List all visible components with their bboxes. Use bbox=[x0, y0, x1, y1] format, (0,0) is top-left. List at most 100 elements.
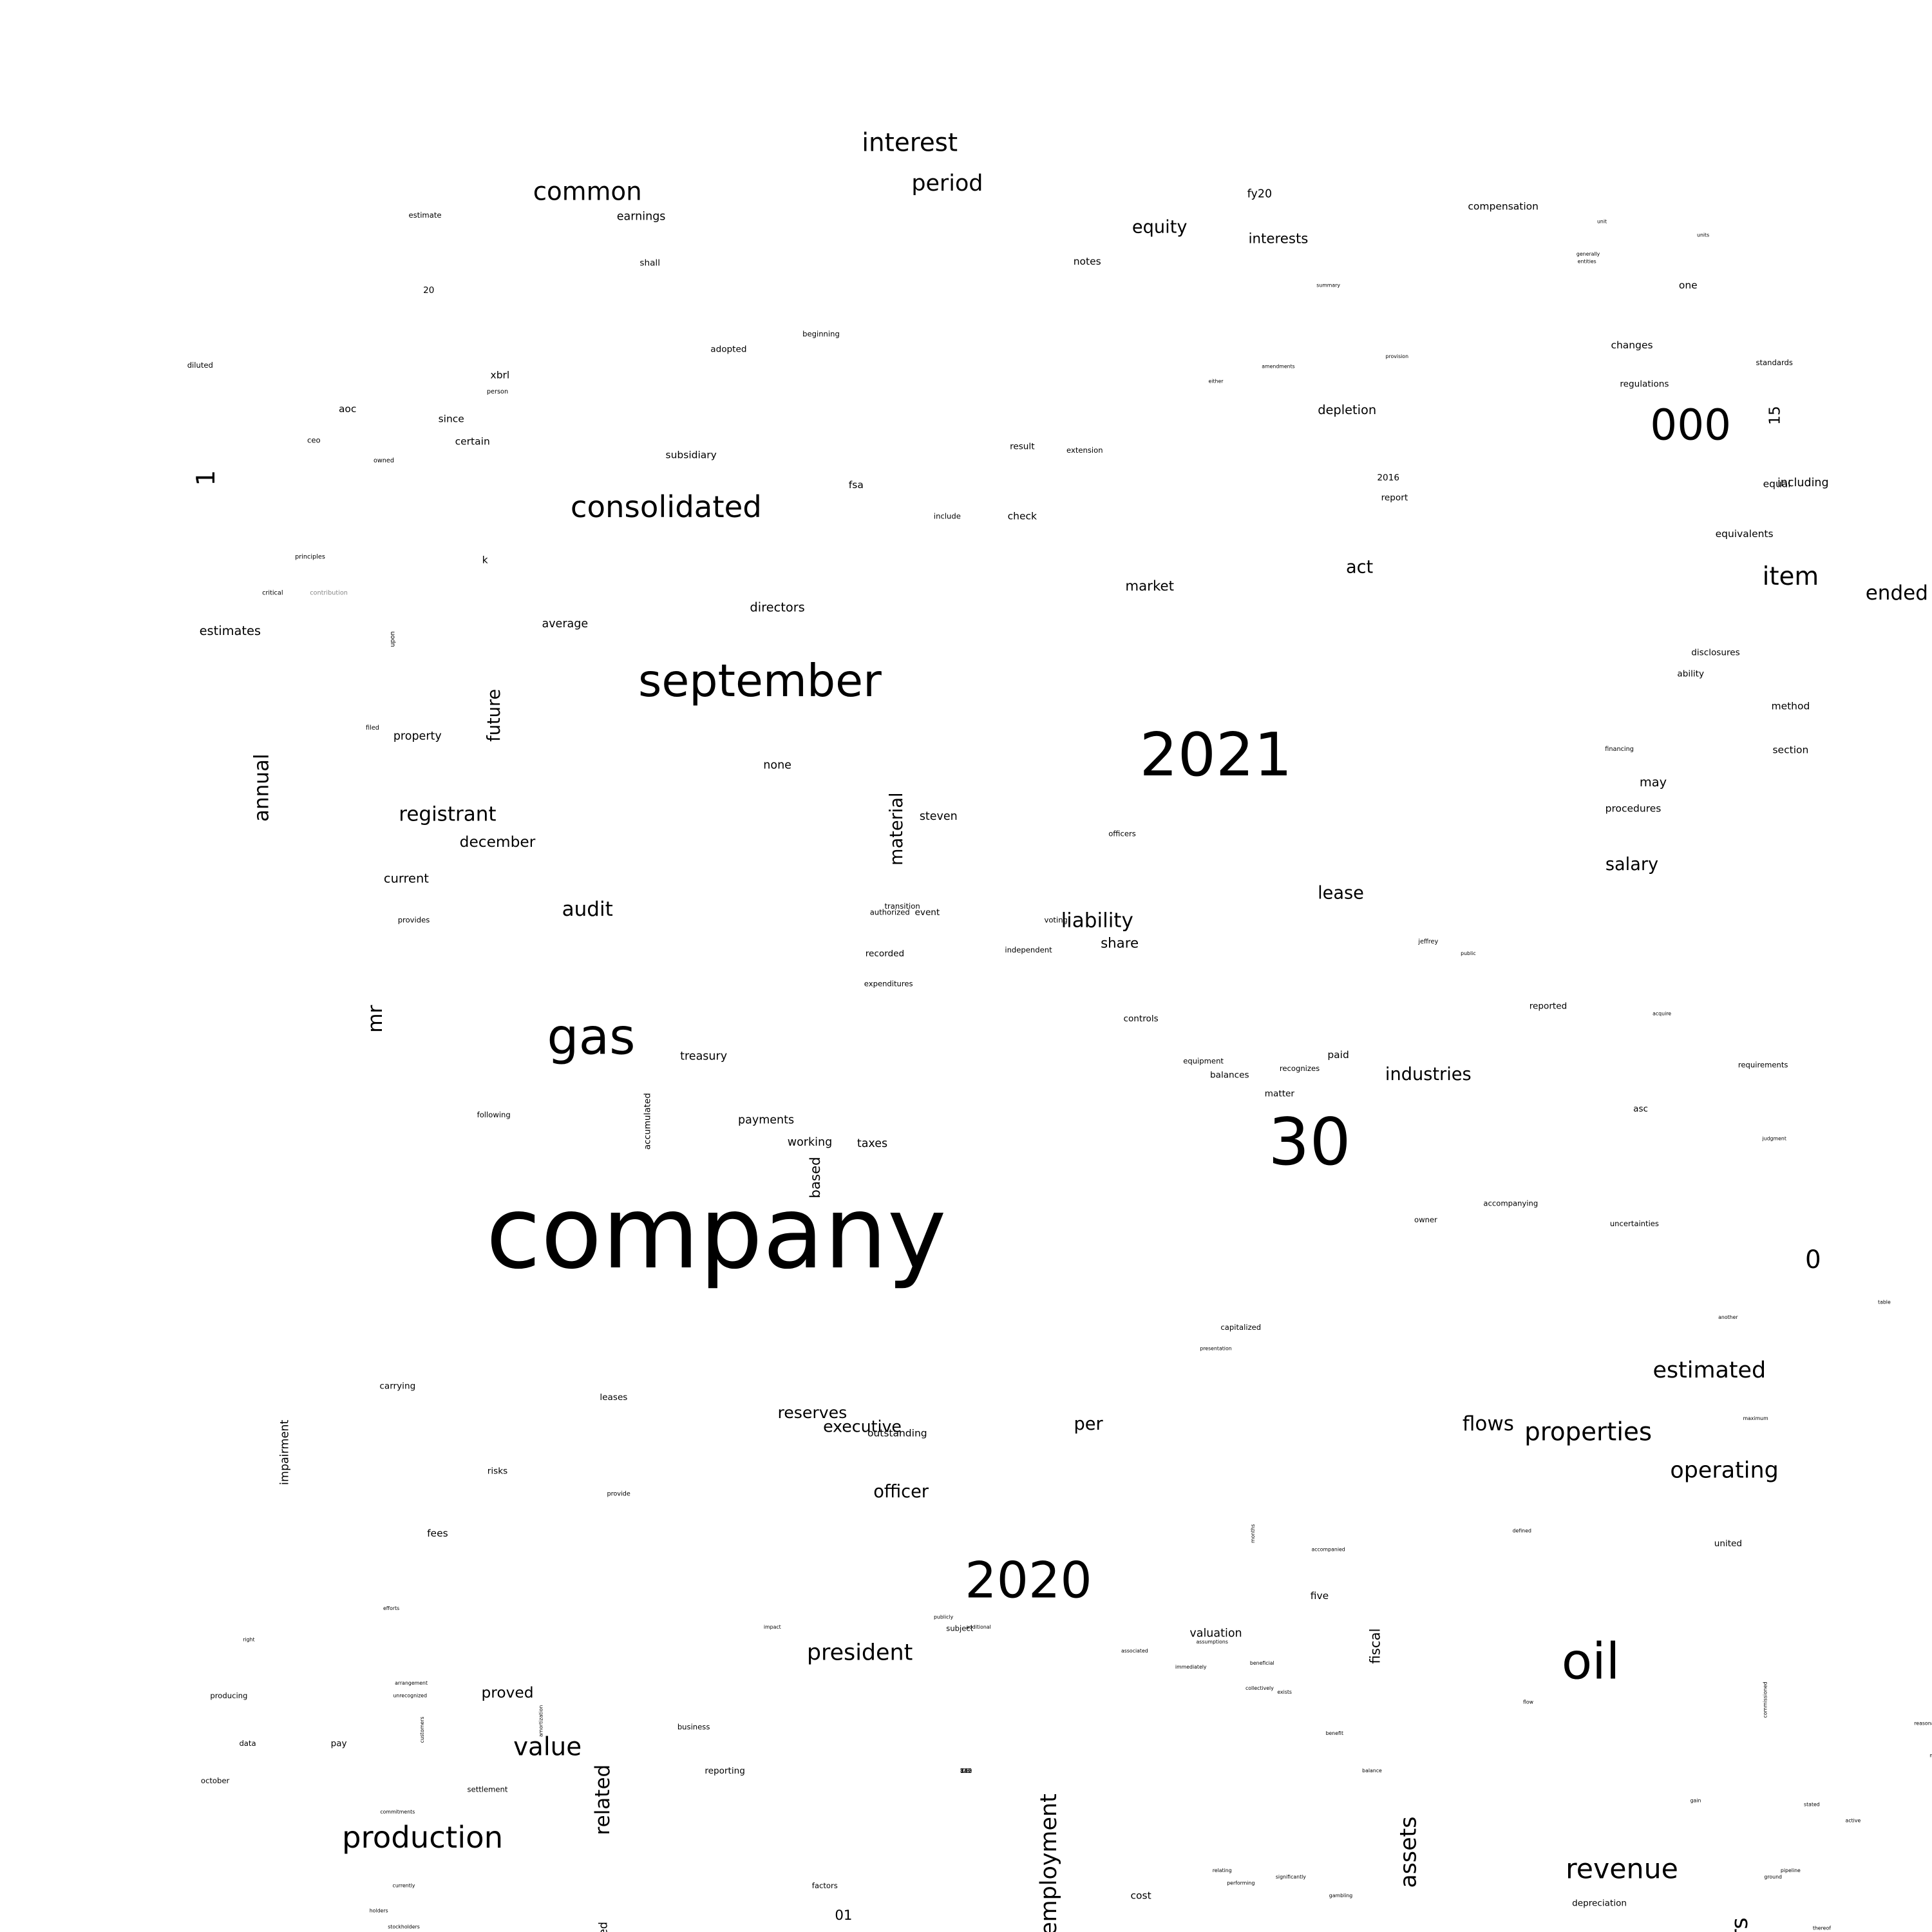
word-leases: leases bbox=[600, 1392, 627, 1403]
word-one: one bbox=[1679, 279, 1698, 291]
word-efforts: efforts bbox=[383, 1605, 399, 1611]
word-accumulated: accumulated bbox=[642, 1093, 652, 1150]
word-operating: operating bbox=[1670, 1457, 1778, 1483]
word-related: related bbox=[591, 1765, 614, 1835]
word-cost: cost bbox=[1131, 1890, 1151, 1902]
word-provision: provision bbox=[1386, 354, 1409, 359]
word-based: based bbox=[808, 1157, 824, 1198]
word-december: december bbox=[460, 833, 536, 851]
word-authorized: authorized bbox=[870, 908, 910, 917]
word-2020: 2020 bbox=[965, 1551, 1092, 1609]
word-additional: additional bbox=[966, 1624, 991, 1630]
word-current: current bbox=[384, 871, 429, 886]
word-earnings: earnings bbox=[617, 211, 666, 223]
word-notes: notes bbox=[1074, 256, 1101, 267]
word-revenue: revenue bbox=[1566, 1853, 1678, 1886]
word-1: 1 bbox=[192, 470, 221, 486]
word-proved: proved bbox=[481, 1684, 533, 1701]
word-units: units bbox=[1697, 232, 1709, 238]
word-subject: subject bbox=[946, 1624, 973, 1633]
word-20: 20 bbox=[423, 285, 434, 296]
word-estimated: estimated bbox=[1653, 1358, 1766, 1383]
word-beginning: beginning bbox=[802, 330, 840, 339]
word-regulations: regulations bbox=[1620, 379, 1669, 390]
word-settlement: settlement bbox=[468, 1785, 508, 1794]
word-period: period bbox=[911, 171, 983, 196]
word-fsa: fsa bbox=[849, 479, 864, 491]
word-amendments: amendments bbox=[1262, 363, 1295, 369]
word-production: production bbox=[342, 1820, 503, 1855]
word-taxes: taxes bbox=[857, 1137, 887, 1150]
word-market: market bbox=[1125, 578, 1174, 594]
word-assumptions: assumptions bbox=[1197, 1639, 1228, 1645]
word-pay: pay bbox=[331, 1738, 347, 1748]
word-01: 01 bbox=[835, 1908, 852, 1924]
word-material: material bbox=[887, 792, 907, 865]
word-cloud-words: company202130financialoilcashgas2020sept… bbox=[187, 129, 1932, 1932]
word-person: person bbox=[487, 388, 508, 395]
word-recorded: recorded bbox=[866, 949, 904, 959]
word-reporting: reporting bbox=[705, 1766, 745, 1776]
word-registrant: registrant bbox=[399, 802, 496, 826]
word-upon: upon bbox=[390, 631, 397, 647]
word-critical: critical bbox=[262, 590, 283, 597]
word-report: report bbox=[1381, 493, 1408, 503]
word-30: 30 bbox=[1268, 1104, 1350, 1180]
word-impairment: impairment bbox=[279, 1420, 292, 1485]
word-company: company bbox=[486, 1175, 946, 1291]
word-customers: customers bbox=[419, 1717, 425, 1743]
word-significantly: significantly bbox=[1276, 1874, 1306, 1880]
word-working: working bbox=[788, 1136, 832, 1149]
word-gambling: gambling bbox=[1329, 1893, 1353, 1899]
word-share: share bbox=[1101, 936, 1139, 952]
word-financing: financing bbox=[1605, 746, 1634, 753]
word-fees: fees bbox=[427, 1528, 448, 1539]
word-estimates: estimates bbox=[200, 623, 261, 638]
word-extension: extension bbox=[1066, 446, 1103, 455]
word-steven: steven bbox=[920, 810, 958, 823]
word-amortization: amortization bbox=[538, 1705, 544, 1737]
word-filed: filed bbox=[366, 724, 379, 732]
word-accompanying: accompanying bbox=[1483, 1199, 1538, 1208]
word-associated: associated bbox=[1121, 1648, 1148, 1654]
word-salary: salary bbox=[1605, 855, 1658, 875]
word-principles: principles bbox=[295, 553, 325, 560]
word-capitalized: capitalized bbox=[1220, 1323, 1261, 1332]
word-method: method bbox=[1771, 701, 1810, 712]
word-public: public bbox=[1461, 951, 1475, 956]
word-may: may bbox=[1640, 775, 1667, 790]
word-maximum: maximum bbox=[1743, 1416, 1768, 1421]
word-united: united bbox=[1714, 1539, 1742, 1549]
word-carrying: carrying bbox=[379, 1381, 415, 1392]
word-future: future bbox=[484, 689, 504, 742]
word-event: event bbox=[915, 907, 940, 918]
word-generally: generally bbox=[1577, 251, 1600, 257]
word-either: either bbox=[1209, 379, 1224, 384]
word-assets: assets bbox=[1396, 1817, 1422, 1888]
word-president: president bbox=[807, 1640, 913, 1666]
word-september: september bbox=[638, 655, 882, 707]
word-publicly: publicly bbox=[934, 1614, 954, 1620]
word-value: value bbox=[513, 1733, 582, 1762]
word-equal: equal bbox=[1763, 478, 1791, 489]
word-benefit: benefit bbox=[1326, 1730, 1343, 1736]
word-equivalents: equivalents bbox=[1716, 528, 1774, 540]
word-data: data bbox=[239, 1739, 256, 1748]
word-ended: ended bbox=[1866, 582, 1928, 605]
word-treasury: treasury bbox=[680, 1050, 727, 1063]
word-subsidiary: subsidiary bbox=[666, 450, 717, 461]
word-estimate: estimate bbox=[408, 211, 441, 220]
word-owner: owner bbox=[1414, 1215, 1437, 1224]
word-officers: officers bbox=[1108, 829, 1136, 838]
word-including: including bbox=[1777, 477, 1829, 489]
word-business: business bbox=[677, 1723, 710, 1732]
word-fy20: fy20 bbox=[1247, 188, 1272, 201]
word-item: item bbox=[1763, 562, 1819, 591]
word-factors: factors bbox=[812, 1881, 838, 1890]
word-active: active bbox=[1846, 1818, 1861, 1824]
word-0: 0 bbox=[1805, 1245, 1821, 1274]
word-contribution: contribution bbox=[310, 590, 348, 597]
word-right: right bbox=[243, 1636, 254, 1642]
word-currently: currently bbox=[393, 1883, 415, 1889]
